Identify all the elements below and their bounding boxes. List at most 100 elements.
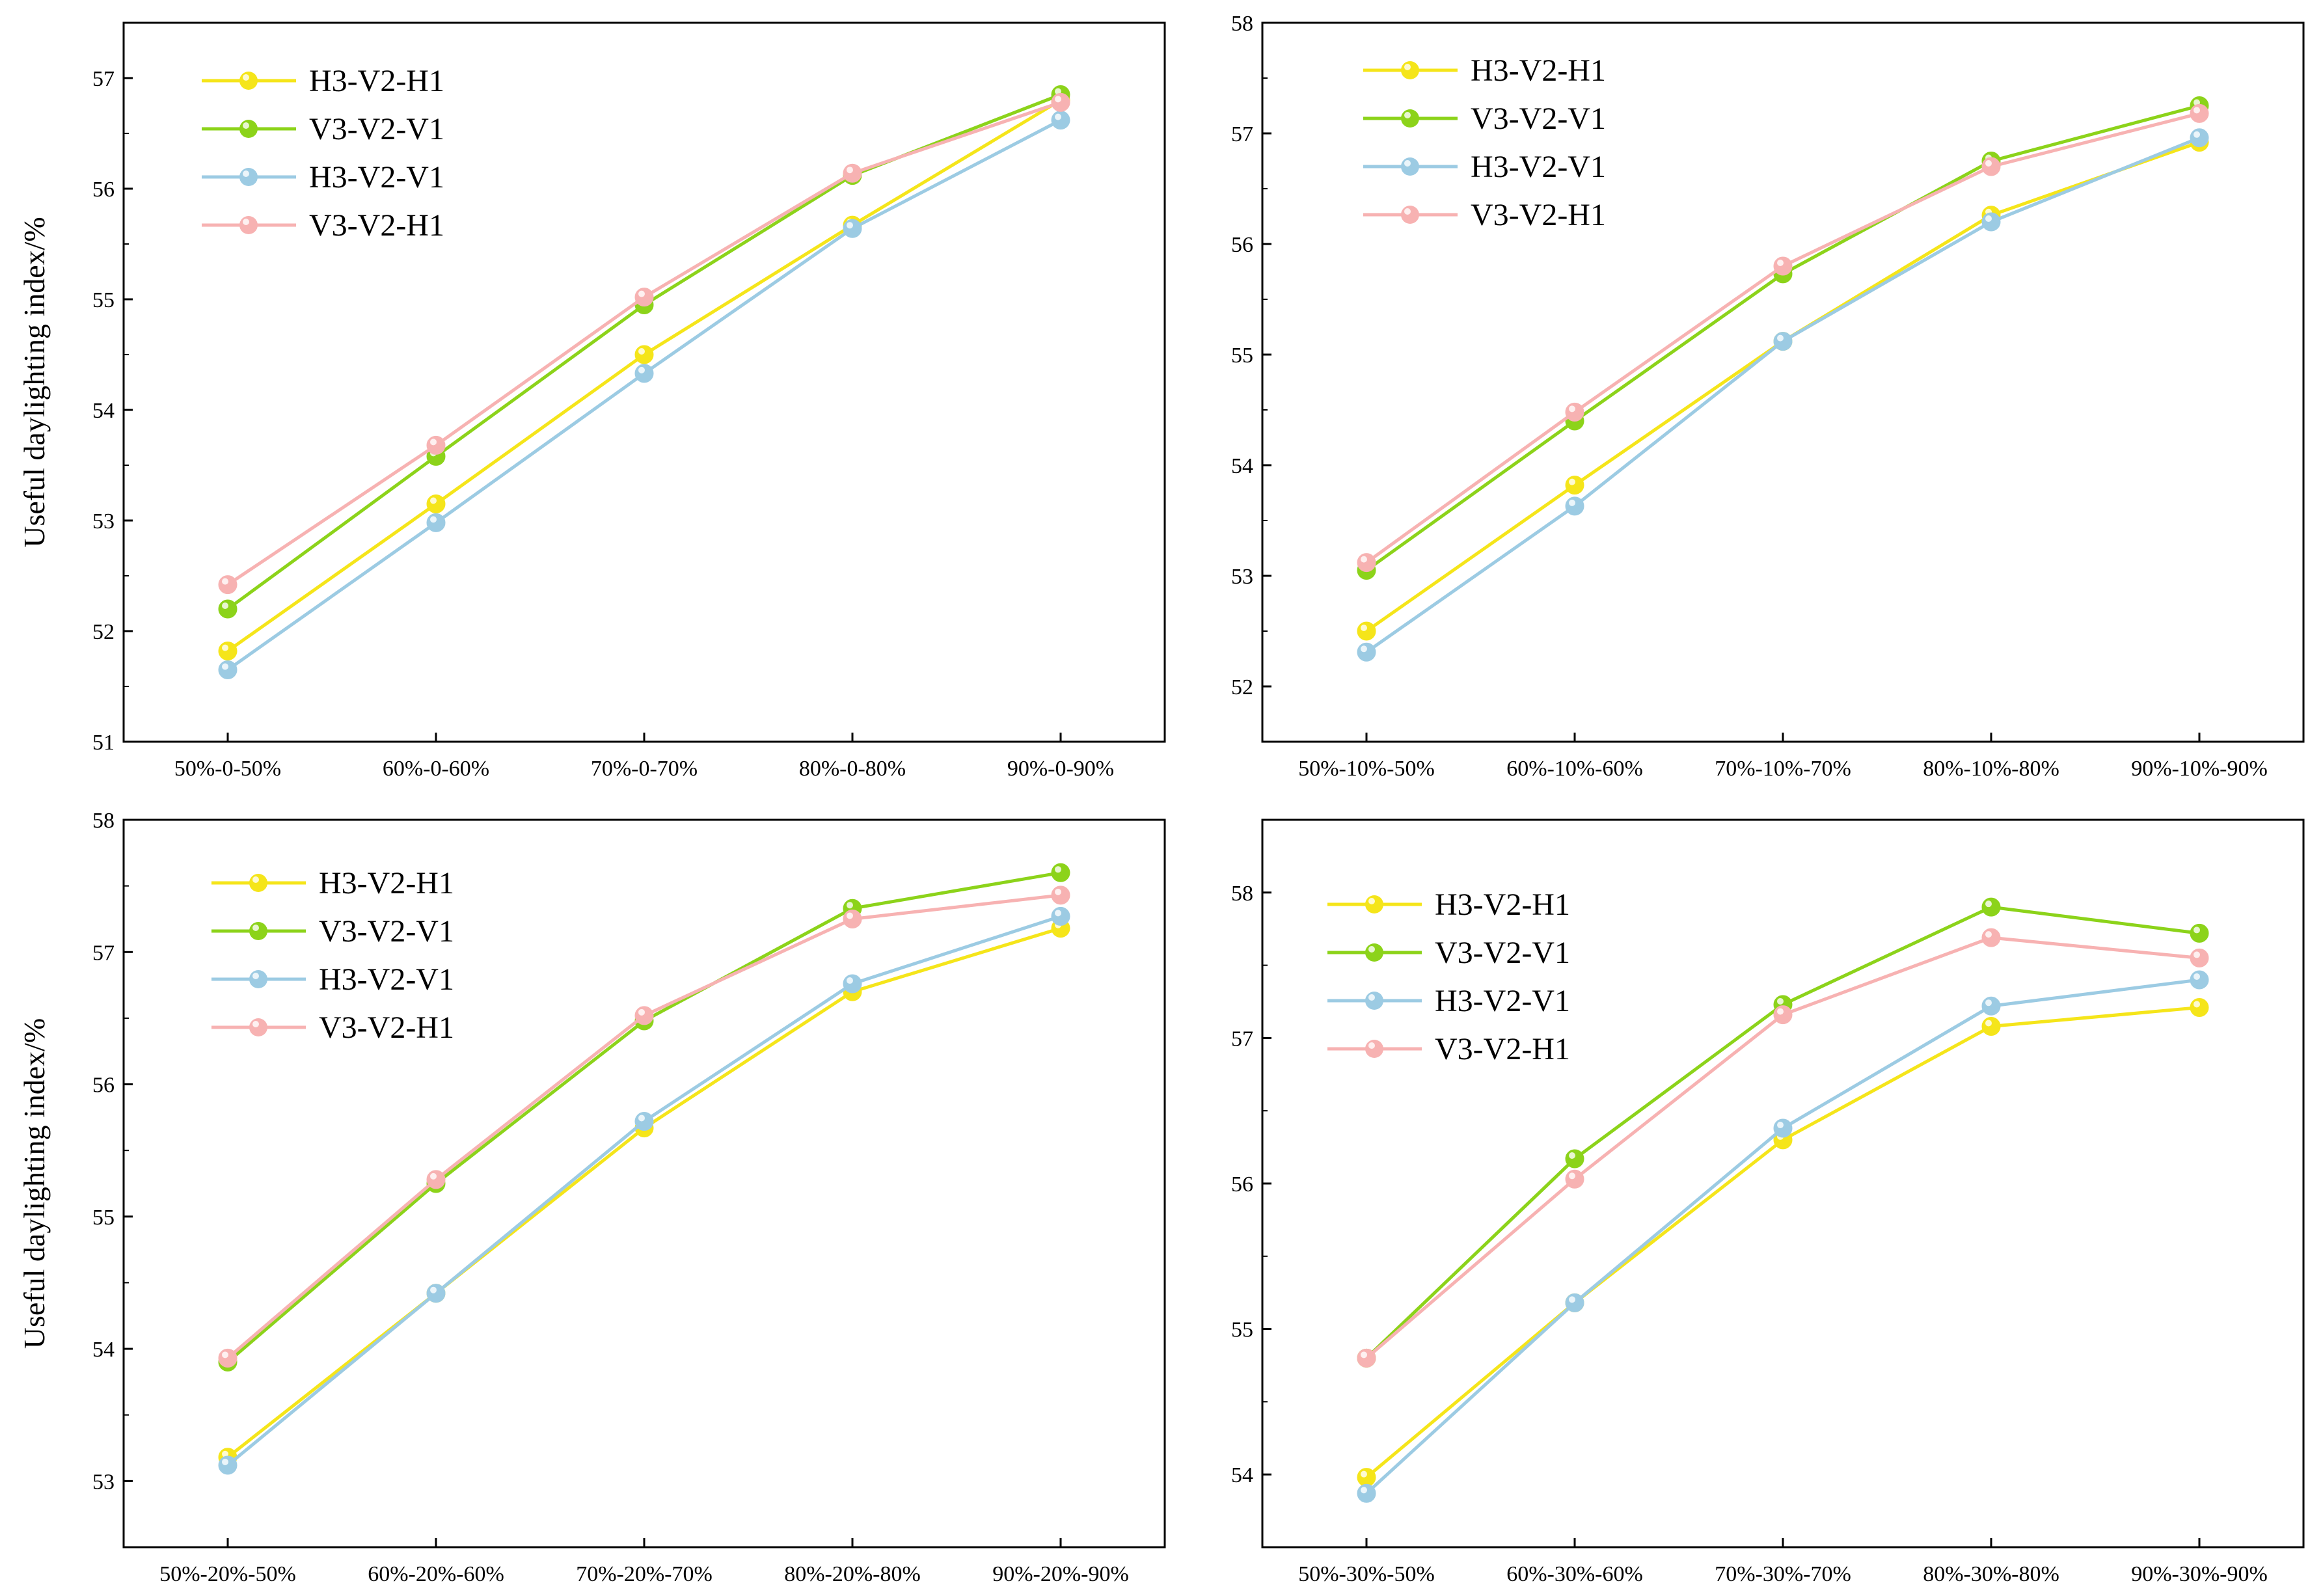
data-point-V3-V2-H1 (1357, 553, 1376, 573)
legend-marker-H3-V2-V1 (249, 970, 267, 988)
x-tick-label: 80%-0-80% (799, 757, 906, 781)
x-tick-label: 70%-20%-70% (576, 1562, 713, 1586)
data-point-highlight (1985, 1020, 1992, 1027)
y-tick-label: 51 (92, 731, 115, 755)
data-point-H3-V2-V1 (218, 660, 238, 679)
legend: H3-V2-H1 V3-V2-V1 H3-V2-V1 V3-V2-H1 (202, 64, 444, 243)
x-tick-label: 50%-30%-50% (1298, 1562, 1435, 1586)
y-tick-label: 54 (92, 1338, 115, 1362)
legend-marker-highlight (1368, 994, 1375, 1001)
legend-marker-highlight (1404, 112, 1411, 118)
data-point-highlight (638, 1115, 645, 1122)
data-point-H3-V2-H1 (218, 642, 238, 661)
legend-label-H3-V2-V1: H3-V2-V1 (309, 160, 444, 195)
data-point-V3-V2-H1 (1565, 402, 1584, 422)
data-point-highlight (1569, 1172, 1575, 1180)
data-point-V3-V2-H1 (843, 163, 862, 183)
y-tick-label: 54 (1231, 454, 1253, 478)
y-tick-label: 53 (92, 1470, 115, 1494)
data-point-H3-V2-V1 (1981, 996, 2001, 1016)
x-tick-label: 60%-0-60% (383, 757, 489, 781)
legend-label-H3-V2-H1: H3-V2-H1 (309, 64, 444, 98)
data-point-H3-V2-V1 (634, 1111, 654, 1131)
data-point-highlight (1777, 334, 1784, 342)
data-point-highlight (1569, 1152, 1575, 1159)
data-point-highlight (2194, 926, 2200, 934)
data-point-V3-V2-H1 (1051, 886, 1070, 905)
data-point-highlight (430, 1286, 437, 1293)
legend-marker-H3-V2-H1 (1401, 61, 1419, 79)
legend-marker-highlight (252, 1021, 259, 1027)
data-point-highlight (222, 602, 228, 609)
data-point-highlight (222, 663, 228, 670)
legend-marker-highlight (243, 170, 249, 177)
legend-marker-H3-V2-H1 (239, 72, 258, 90)
data-point-H3-V2-V1 (1357, 1483, 1376, 1503)
y-axis-title: Useful daylighting index/% (18, 1018, 51, 1349)
legend-marker-V3-V2-V1 (249, 922, 267, 940)
data-point-H3-V2-V1 (1565, 1293, 1584, 1312)
legend-marker-highlight (252, 876, 259, 883)
legend: H3-V2-H1 V3-V2-V1 H3-V2-V1 V3-V2-H1 (1327, 887, 1570, 1066)
data-point-highlight (222, 1450, 228, 1457)
legend-marker-V3-V2-H1 (1365, 1040, 1383, 1058)
data-point-highlight (1361, 1351, 1367, 1359)
data-point-V3-V2-H1 (426, 1170, 446, 1189)
data-point-H3-V2-V1 (2190, 970, 2209, 990)
data-point-H3-V2-H1 (1565, 476, 1584, 495)
x-tick-label: 70%-10%-70% (1715, 757, 1851, 781)
legend-label-H3-V2-V1: H3-V2-V1 (1435, 984, 1570, 1018)
data-point-V3-V2-H1 (1773, 1005, 1793, 1025)
data-point-V3-V2-H1 (426, 435, 446, 455)
data-point-highlight (1985, 931, 1992, 938)
data-point-highlight (1569, 1296, 1575, 1303)
data-point-highlight (1569, 405, 1575, 413)
y-tick-label: 56 (92, 1074, 115, 1098)
data-point-highlight (1777, 1008, 1784, 1015)
x-tick-label: 70%-30%-70% (1715, 1562, 1851, 1586)
legend-marker-H3-V2-V1 (1401, 157, 1419, 176)
data-point-highlight (2194, 1001, 2200, 1008)
legend-marker-highlight (1368, 898, 1375, 904)
series-line-H3-V2-H1 (1365, 1005, 2200, 1479)
data-point-highlight (1055, 96, 1061, 103)
chart-panel-3: 53 54 55 56 57 58 50%-20%-50% 60%-20%-60% 70%-20… (18, 809, 1166, 1586)
legend-marker-highlight (243, 122, 249, 129)
data-point-highlight (2194, 131, 2200, 138)
chart-panel-4: 54 55 56 57 58 50%-30%-50% 60%-30%-60% 70%-30%-… (1231, 818, 2305, 1586)
x-tick-label: 60%-30%-60% (1506, 1562, 1643, 1586)
data-point-highlight (638, 1008, 645, 1016)
data-point-highlight (847, 222, 853, 229)
y-tick-label: 55 (92, 288, 115, 312)
data-point-highlight (638, 366, 645, 373)
legend-marker-V3-V2-H1 (1401, 206, 1419, 224)
legend-label-H3-V2-H1: H3-V2-H1 (1435, 887, 1570, 922)
x-tick-label: 50%-20%-50% (159, 1562, 296, 1586)
legend-label-H3-V2-V1: H3-V2-V1 (1471, 150, 1606, 184)
legend: H3-V2-H1 V3-V2-V1 H3-V2-V1 V3-V2-H1 (211, 866, 454, 1045)
legend-marker-highlight (243, 219, 249, 225)
data-point-highlight (222, 1351, 228, 1359)
data-point-H3-V2-H1 (634, 345, 654, 364)
y-tick-label: 58 (1231, 882, 1253, 906)
y-tick-label: 55 (1231, 1318, 1253, 1342)
series-line-H3-V2-V1 (226, 118, 1062, 671)
data-point-highlight (1361, 556, 1367, 563)
data-point-H3-V2-H1 (2190, 997, 2209, 1017)
x-tick-label: 70%-0-70% (591, 757, 698, 781)
legend-marker-V3-V2-V1 (1401, 109, 1419, 128)
data-point-highlight (847, 977, 853, 984)
legend-label-H3-V2-H1: H3-V2-H1 (1471, 53, 1606, 88)
data-point-highlight (1361, 1487, 1367, 1494)
data-point-H3-V2-V1 (218, 1455, 238, 1475)
y-tick-label: 56 (1231, 1172, 1253, 1197)
legend-marker-highlight (252, 925, 259, 931)
data-point-H3-V2-V1 (426, 1284, 446, 1303)
data-point-highlight (1055, 866, 1061, 873)
y-tick-label: 56 (92, 178, 115, 202)
data-point-V3-V2-H1 (2190, 103, 2209, 123)
data-point-H3-V2-V1 (1773, 332, 1793, 351)
data-point-highlight (1569, 478, 1575, 485)
data-point-H3-V2-V1 (2190, 128, 2209, 148)
data-point-V3-V2-H1 (634, 1006, 654, 1025)
